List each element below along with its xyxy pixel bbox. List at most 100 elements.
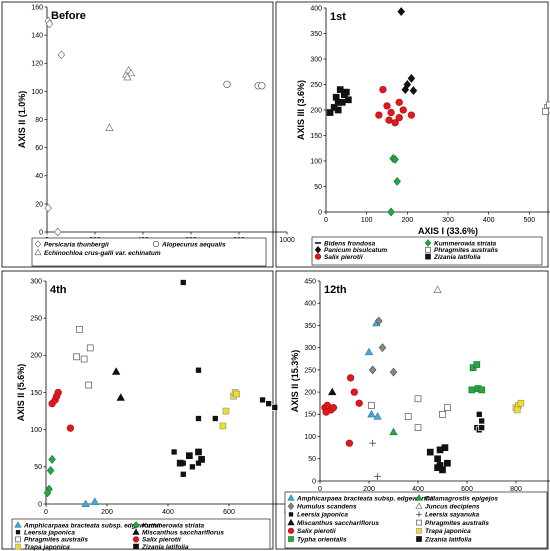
y-tick-label: 300 — [310, 56, 322, 63]
y-tick-label: 50 — [308, 456, 316, 463]
data-point — [414, 395, 422, 403]
y-tick-label: 40 — [35, 173, 43, 180]
data-point — [176, 459, 184, 467]
data-point — [222, 407, 230, 415]
x-tick-label: 600 — [461, 486, 473, 493]
legend-marker — [287, 518, 295, 526]
data-point — [45, 19, 54, 29]
legend-label: Miscanthus sacchariflorus — [297, 520, 379, 527]
legend-label: Leersia japonica — [297, 512, 348, 519]
y-tick-label: 20 — [35, 201, 43, 208]
data-point — [389, 427, 398, 436]
y-tick-label: 160 — [31, 4, 43, 11]
data-point — [407, 73, 416, 83]
legend-marker — [288, 511, 294, 518]
legend-label: Juncus decipiens — [425, 504, 480, 511]
data-point — [387, 108, 395, 117]
y-tick-label: 100 — [310, 158, 322, 165]
x-tick-label: 0 — [44, 509, 48, 516]
y-axis-label: AXIS III (3.6%) — [296, 80, 306, 140]
y-tick-label: 120 — [31, 61, 43, 68]
legend-marker — [314, 246, 322, 254]
y-tick-label: 50 — [314, 184, 322, 191]
data-point — [355, 399, 363, 407]
y-tick-label: 450 — [304, 278, 316, 285]
panel-title: Before — [51, 10, 86, 22]
data-point — [434, 464, 441, 472]
data-point — [395, 98, 403, 106]
legend-label: Persicaria thunbergii — [44, 241, 109, 248]
x-tick-label: 600 — [223, 509, 235, 516]
x-tick-label: 200 — [101, 509, 113, 516]
data-point — [513, 406, 521, 414]
data-point — [444, 404, 451, 412]
legend-marker — [132, 536, 140, 543]
legend-label: Phragmites australis — [425, 520, 489, 527]
data-point — [393, 176, 401, 186]
data-point — [44, 203, 52, 213]
data-point — [373, 412, 382, 420]
y-tick-label: 60 — [35, 145, 43, 152]
data-point — [369, 439, 376, 447]
legend-label: Zizania latifolia — [141, 544, 189, 551]
legend-label: Kummerowia striata — [434, 240, 497, 247]
data-point — [211, 415, 219, 422]
y-tick-label: 250 — [30, 316, 42, 323]
y-tick-label: 50 — [34, 464, 42, 471]
y-tick-label: 100 — [31, 89, 43, 96]
legend-marker — [132, 521, 140, 529]
x-tick-label: 400 — [412, 486, 424, 493]
x-axis-label: AXIS I (33.6%) — [418, 226, 478, 236]
panel-border — [1, 1, 274, 268]
data-point — [76, 325, 83, 333]
data-point — [233, 390, 240, 398]
data-point — [364, 347, 374, 356]
legend-marker — [133, 543, 139, 550]
data-point — [90, 497, 99, 505]
legend-marker — [287, 527, 295, 534]
data-point — [473, 361, 481, 368]
legend-marker — [415, 494, 423, 501]
data-point — [345, 96, 352, 104]
data-point — [375, 111, 383, 119]
data-point — [258, 82, 266, 90]
data-point — [468, 386, 476, 394]
data-point — [326, 109, 334, 116]
data-point — [478, 417, 486, 425]
data-point — [198, 456, 205, 463]
x-tick-label: 100 — [361, 217, 373, 224]
data-point — [86, 344, 94, 352]
legend-label: Leersia sayanuka — [425, 512, 480, 519]
data-point — [126, 68, 136, 77]
y-tick-label: 300 — [30, 278, 42, 285]
y-tick-label: 0 — [312, 478, 316, 485]
data-point — [265, 400, 272, 407]
x-tick-label: 0 — [324, 217, 328, 224]
data-point — [219, 422, 227, 430]
data-point — [350, 388, 358, 396]
legend-marker — [15, 529, 21, 536]
y-tick-label: 140 — [31, 33, 43, 40]
data-point — [346, 374, 355, 382]
y-tick-label: 0 — [39, 229, 43, 236]
legend-label: Calamagrostis epigejos — [425, 495, 498, 502]
data-point — [195, 366, 202, 374]
data-point — [48, 454, 56, 464]
x-tick-label: 500 — [523, 217, 535, 224]
x-tick-label: 0 — [318, 486, 322, 493]
chart-panel-2: 0200400600800050100150200250300AXIS I (2… — [1, 270, 296, 551]
legend-marker — [287, 494, 295, 501]
data-point — [195, 448, 202, 456]
data-point — [478, 386, 486, 394]
data-point — [478, 424, 486, 432]
y-tick-label: 400 — [310, 5, 322, 12]
data-point — [189, 463, 196, 471]
y-tick-label: 250 — [304, 367, 316, 374]
panel-title: 12th — [324, 284, 347, 296]
panel-title: 1st — [330, 11, 346, 23]
data-point — [475, 410, 483, 418]
chart-panel-0: 02004006008001000020406080100120140160AX… — [1, 1, 295, 268]
data-point — [385, 116, 393, 124]
data-point — [434, 455, 441, 463]
